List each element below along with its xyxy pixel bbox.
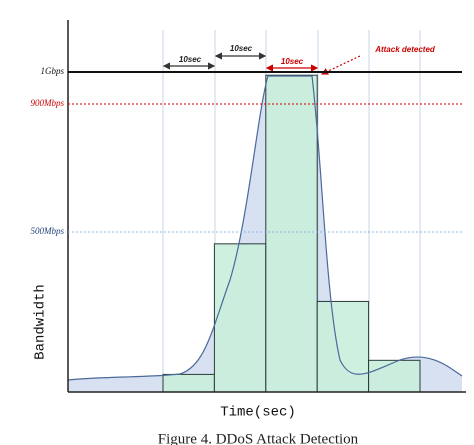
y-axis-label: Bandwidth: [33, 284, 49, 360]
traffic-curve: [67, 75, 463, 381]
annotation: Attack detected: [374, 45, 436, 54]
interval-arrows: [162, 52, 361, 75]
bar: [213, 243, 267, 393]
y-tick-label: 900Mbps: [31, 98, 65, 108]
caption: Figure 4. DDoS Attack Detection: [158, 431, 359, 445]
y-tick-label: 1Gbps: [40, 66, 64, 76]
bar: [265, 74, 318, 393]
traffic-curve-area: [68, 76, 462, 392]
annotation: 10sec: [230, 44, 253, 53]
bar: [368, 359, 421, 393]
annotation: 10sec: [281, 57, 304, 66]
annotation: 10sec: [179, 55, 202, 64]
bar: [162, 373, 215, 393]
y-tick-label: 500Mbps: [31, 226, 65, 236]
bar: [316, 300, 370, 393]
x-axis-label: Time(sec): [220, 405, 296, 421]
